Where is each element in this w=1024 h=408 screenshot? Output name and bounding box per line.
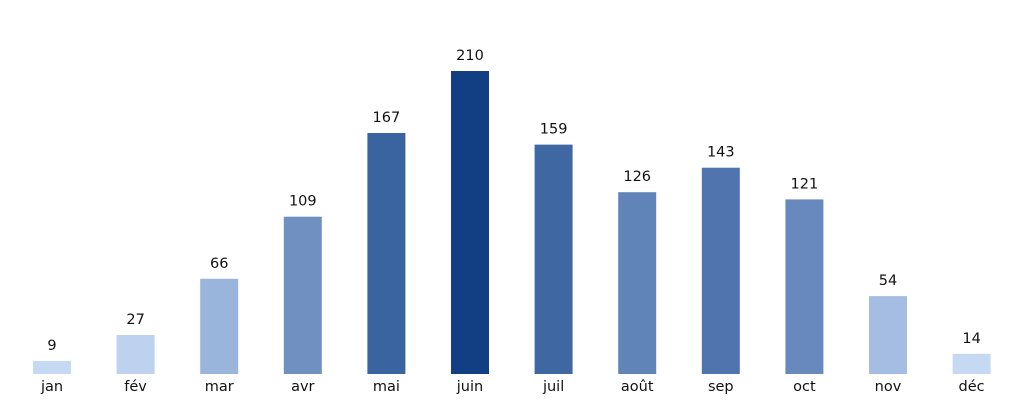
bar-7: [618, 192, 657, 374]
value-label-3: 109: [289, 194, 317, 210]
x-tick-label-1: fév: [124, 379, 147, 395]
x-tick-label-8: sep: [708, 379, 734, 395]
value-label-7: 126: [623, 169, 651, 185]
bar-10: [869, 296, 907, 374]
bar-6: [534, 144, 573, 374]
x-tick-label-6: juil: [542, 379, 564, 395]
bar-3: [283, 216, 322, 374]
value-label-6: 159: [540, 122, 568, 138]
x-tick-label-5: juin: [456, 379, 483, 395]
x-tick-label-3: avr: [291, 379, 314, 395]
value-label-4: 167: [373, 110, 401, 126]
x-tick-label-4: mai: [373, 379, 400, 395]
value-label-1: 27: [126, 312, 144, 328]
bar-9: [785, 199, 824, 374]
bar-1: [116, 335, 155, 374]
value-label-8: 143: [707, 145, 735, 161]
value-label-0: 9: [47, 338, 56, 354]
bar-11: [952, 353, 991, 374]
value-label-9: 121: [791, 176, 819, 192]
x-tick-label-11: déc: [959, 379, 985, 395]
value-label-11: 14: [962, 331, 980, 347]
x-tick-label-9: oct: [793, 379, 816, 395]
bar-8: [701, 167, 740, 374]
x-tick-label-0: jan: [40, 379, 63, 395]
value-label-5: 210: [456, 48, 484, 64]
bar-5: [451, 71, 489, 374]
bar-4: [367, 133, 406, 374]
value-label-10: 54: [879, 273, 897, 289]
value-label-2: 66: [210, 256, 228, 272]
bar-0: [33, 361, 71, 374]
x-tick-label-7: août: [621, 379, 654, 395]
x-tick-label-10: nov: [875, 379, 902, 395]
x-tick-label-2: mar: [205, 379, 234, 395]
bar-2: [200, 278, 239, 374]
